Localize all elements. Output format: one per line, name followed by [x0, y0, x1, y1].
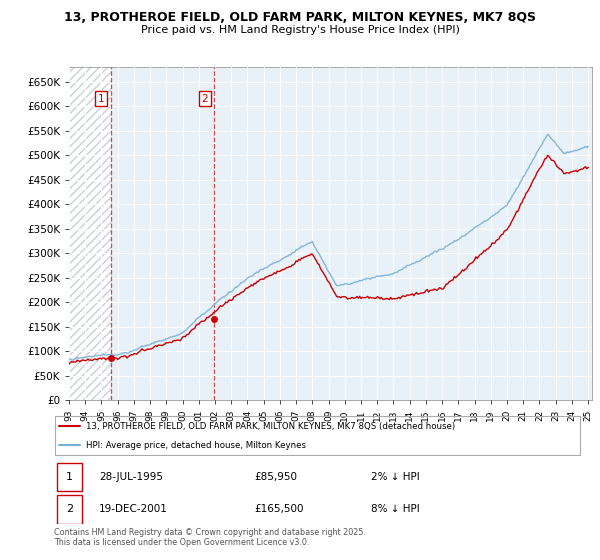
FancyBboxPatch shape [56, 495, 82, 524]
Text: 2% ↓ HPI: 2% ↓ HPI [371, 472, 419, 482]
Text: £165,500: £165,500 [254, 505, 304, 515]
Bar [69, 67, 110, 400]
Bar [110, 67, 214, 400]
Text: HPI: Average price, detached house, Milton Keynes: HPI: Average price, detached house, Milt… [86, 441, 305, 450]
Text: 13, PROTHEROE FIELD, OLD FARM PARK, MILTON KEYNES, MK7 8QS (detached house): 13, PROTHEROE FIELD, OLD FARM PARK, MILT… [86, 422, 455, 431]
Text: 1: 1 [98, 94, 104, 104]
Text: 13, PROTHEROE FIELD, OLD FARM PARK, MILTON KEYNES, MK7 8QS: 13, PROTHEROE FIELD, OLD FARM PARK, MILT… [64, 11, 536, 24]
Text: 2: 2 [66, 505, 73, 515]
Text: 2: 2 [202, 94, 208, 104]
Text: 19-DEC-2001: 19-DEC-2001 [99, 505, 168, 515]
Text: Contains HM Land Registry data © Crown copyright and database right 2025.
This d: Contains HM Land Registry data © Crown c… [54, 528, 366, 547]
Text: £85,950: £85,950 [254, 472, 298, 482]
Text: 1: 1 [66, 472, 73, 482]
FancyBboxPatch shape [56, 463, 82, 492]
Text: Price paid vs. HM Land Registry's House Price Index (HPI): Price paid vs. HM Land Registry's House … [140, 25, 460, 35]
Text: 28-JUL-1995: 28-JUL-1995 [99, 472, 163, 482]
Text: 8% ↓ HPI: 8% ↓ HPI [371, 505, 419, 515]
